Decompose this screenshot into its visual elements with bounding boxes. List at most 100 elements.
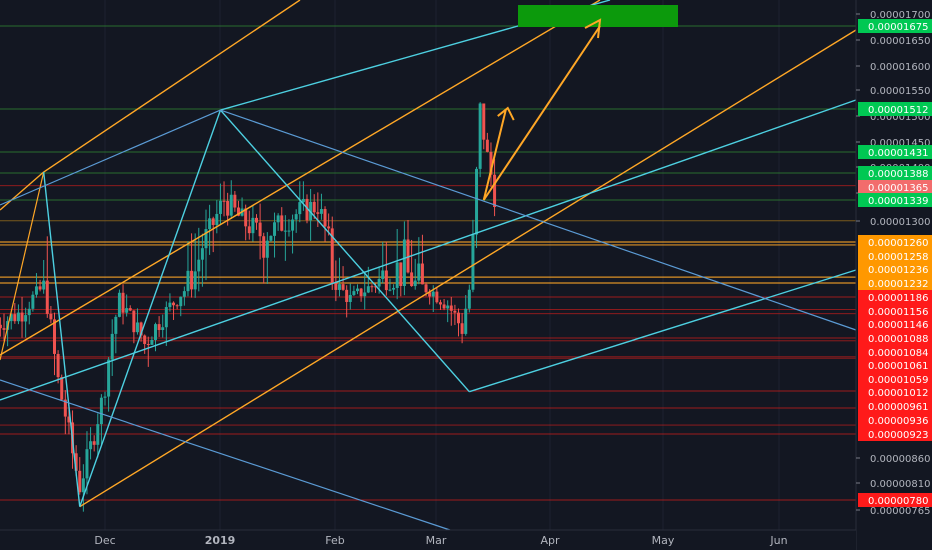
candle-body [406, 239, 410, 273]
candle-body [175, 305, 179, 307]
candle-body [63, 399, 67, 417]
cyan-leg [42, 171, 81, 507]
orange-channel-upper [43, 0, 301, 173]
candle-body [413, 280, 417, 287]
candle-body [164, 307, 168, 328]
time-tick-label: May [652, 534, 675, 547]
cyan-leg [79, 109, 222, 507]
candle-body [464, 308, 468, 334]
candle-body [363, 292, 367, 297]
candle-body [244, 208, 248, 227]
price-label-badge [858, 235, 932, 249]
price-label-badge [858, 262, 932, 276]
candle-body [467, 289, 471, 309]
price-label-badge [858, 413, 932, 427]
blue-trend-line [220, 109, 857, 331]
candle-body [211, 218, 215, 225]
candle-body [31, 294, 35, 309]
candle-body [125, 308, 129, 313]
candle-body [446, 305, 450, 309]
price-label-badge [858, 102, 932, 116]
candle-body [16, 312, 20, 322]
candle-body [457, 312, 460, 324]
candle-body [168, 302, 172, 308]
candle-body [493, 174, 497, 207]
candle-body [330, 228, 334, 284]
price-label-badge [858, 145, 932, 159]
time-tick-label: Mar [426, 534, 447, 547]
candle-body [107, 359, 111, 397]
candle-body [399, 262, 403, 287]
candle-body [428, 292, 432, 297]
arrow-head [497, 106, 515, 121]
candle-body [193, 271, 197, 290]
price-label-text: 0.00001236 [868, 265, 928, 276]
candle-body [471, 234, 475, 290]
candle-body [366, 286, 370, 293]
candle-body [233, 194, 237, 208]
projection-arrow [482, 25, 601, 201]
candle-body [110, 333, 114, 360]
blue-trend-line [0, 379, 451, 531]
candle-body [337, 284, 341, 290]
candle-body [89, 441, 93, 450]
price-label-text: 0.00001088 [868, 334, 928, 345]
candle-body [114, 316, 118, 334]
price-label-text: 0.00000936 [868, 416, 928, 427]
candle-body [262, 236, 266, 258]
candle-body [78, 470, 82, 493]
candle-body [172, 302, 176, 306]
candle-body [146, 343, 150, 345]
candle-body [384, 270, 388, 291]
candle-body [424, 284, 428, 293]
candle-body [334, 283, 338, 290]
price-tick-label: 0.00001650 [870, 36, 930, 47]
candle-body [161, 327, 165, 331]
candle-body [312, 201, 316, 213]
candle-body [453, 310, 457, 313]
candle-body [402, 239, 406, 287]
candle-body [341, 284, 345, 290]
candle-body [377, 279, 381, 287]
candle-body [53, 319, 56, 354]
target-zone-box [518, 5, 678, 27]
candle-body [305, 198, 309, 221]
candle-body [157, 324, 161, 331]
price-label-text: 0.00001061 [868, 361, 928, 372]
price-tick-label: 0.00000810 [870, 479, 930, 490]
candle-body [374, 286, 378, 288]
candle-body [420, 263, 424, 285]
time-tick-label: 2019 [205, 534, 236, 547]
price-tick-label: 0.00001450 [870, 138, 930, 149]
price-label-text: 0.00001512 [868, 105, 928, 116]
price-label-badge [858, 358, 932, 372]
candle-body [190, 270, 194, 290]
candle-body [298, 202, 302, 215]
price-label-badge [858, 180, 932, 194]
horizontal-levels [0, 25, 856, 501]
price-label-text: 0.00001260 [868, 238, 928, 249]
candle-body [45, 280, 49, 314]
price-tick-label: 0.00001550 [870, 86, 930, 97]
candle-body [417, 263, 421, 281]
chart-grid [104, 0, 780, 530]
candle-body [345, 289, 349, 302]
candle-body [442, 304, 446, 309]
candle-body [27, 308, 31, 316]
candle-body [99, 397, 103, 425]
price-label-text: 0.00001084 [868, 348, 928, 359]
price-label-text: 0.00001156 [868, 307, 928, 318]
candle-body [236, 207, 240, 216]
candle-body [85, 449, 89, 479]
blue-trend-line [0, 109, 221, 206]
candle-body [323, 209, 327, 227]
candle-body [117, 292, 121, 317]
candle-body [179, 296, 183, 307]
candle-body [186, 270, 190, 292]
candle-body [81, 478, 85, 493]
candle-body [182, 291, 186, 297]
price-label-text: 0.00000961 [868, 402, 928, 413]
candle-body [9, 314, 13, 322]
